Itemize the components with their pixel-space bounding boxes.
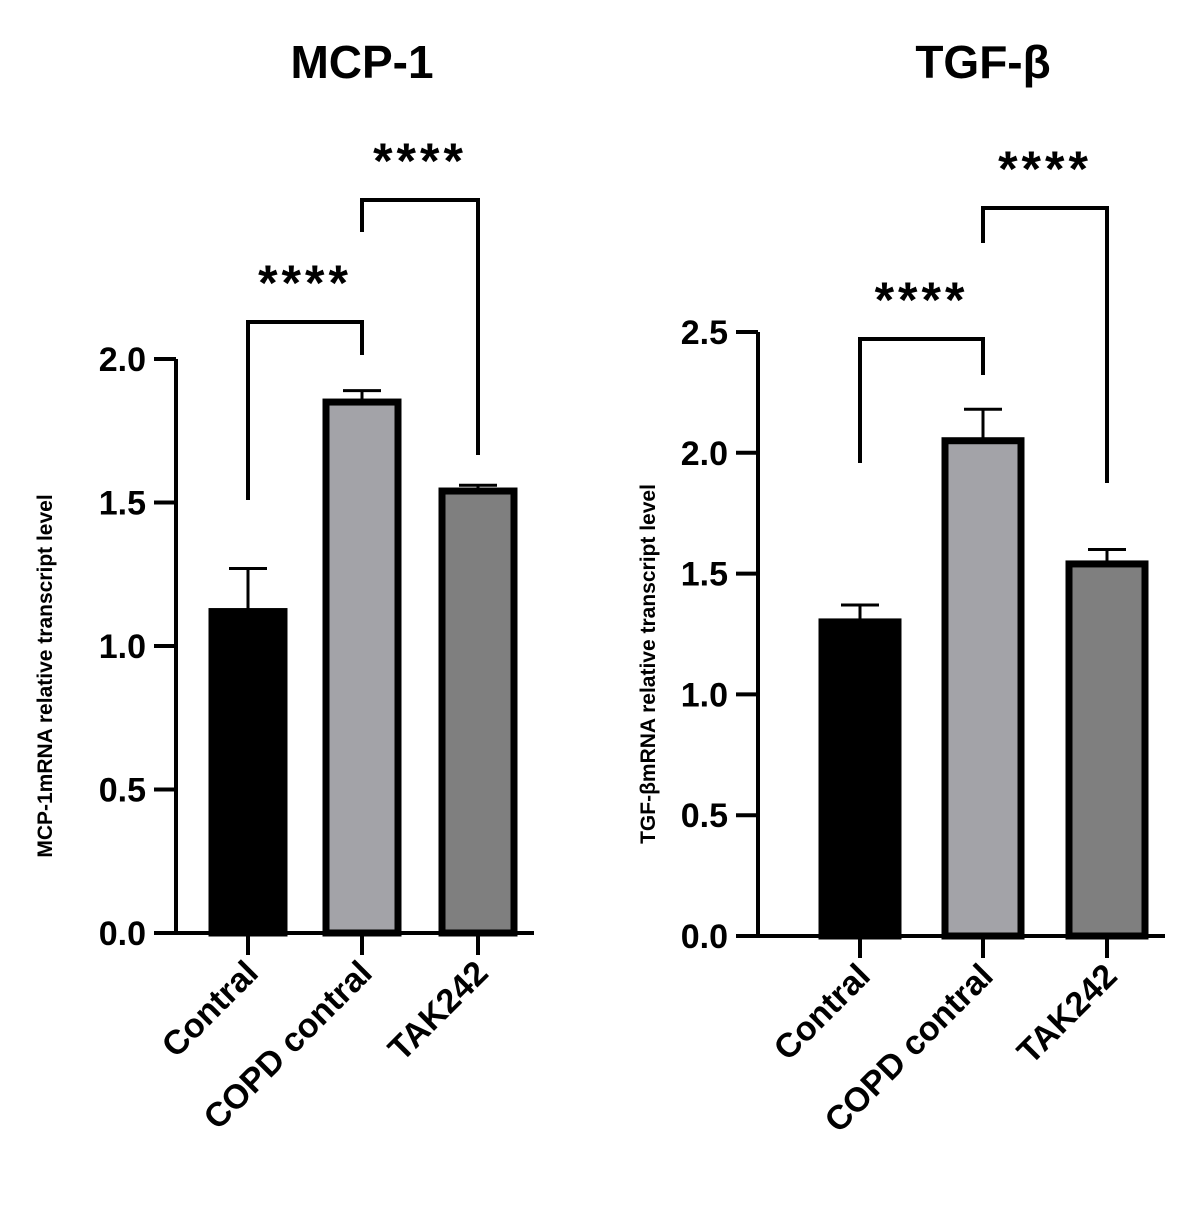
y-tick-label: 1.0 (681, 676, 728, 714)
x-tick-label: Contral (767, 957, 878, 1068)
significance-label: **** (998, 141, 1092, 197)
significance-bracket (246, 320, 364, 500)
bar-tak242 (438, 487, 518, 937)
y-tick-label: 2.0 (681, 435, 728, 473)
chart-panel-0: MCP-1 MCP-1mRNA relative transcript level… (34, 36, 534, 1137)
y-tick-label: 0.0 (99, 915, 146, 953)
bar-copd-contral (941, 437, 1025, 940)
x-tick-label: TAK242 (1010, 957, 1125, 1072)
chart-panel-1: TGF-β TGF-βmRNA relative transcript level… (637, 36, 1165, 1140)
chart-title: MCP-1 (290, 36, 433, 88)
bar-contral (208, 608, 288, 937)
y-tick-label: 0.5 (681, 797, 728, 835)
y-tick-label: 2.0 (99, 341, 146, 379)
significance-bracket (360, 198, 480, 455)
y-tick-label: 1.0 (99, 628, 146, 666)
significance-bracket (981, 206, 1109, 483)
x-tick-label: TAK242 (381, 954, 496, 1069)
y-axis-label: MCP-1mRNA relative transcript level (34, 494, 57, 857)
bar-copd-contral (322, 398, 402, 937)
significance-label: **** (373, 133, 467, 189)
y-tick-label: 1.5 (99, 485, 146, 523)
y-tick-label: 2.5 (681, 314, 728, 352)
bar-contral (818, 618, 902, 940)
chart-title: TGF-β (915, 36, 1050, 88)
significance-label: **** (875, 272, 969, 328)
significance-label: **** (258, 255, 352, 311)
y-tick-label: 0.5 (99, 772, 146, 810)
y-tick-label: 0.0 (681, 918, 728, 956)
significance-bracket (858, 337, 985, 463)
y-axis-label: TGF-βmRNA relative transcript level (637, 484, 660, 844)
x-tick-label: Contral (155, 954, 266, 1065)
bar-tak242 (1065, 560, 1149, 940)
y-tick-label: 1.5 (681, 556, 728, 594)
